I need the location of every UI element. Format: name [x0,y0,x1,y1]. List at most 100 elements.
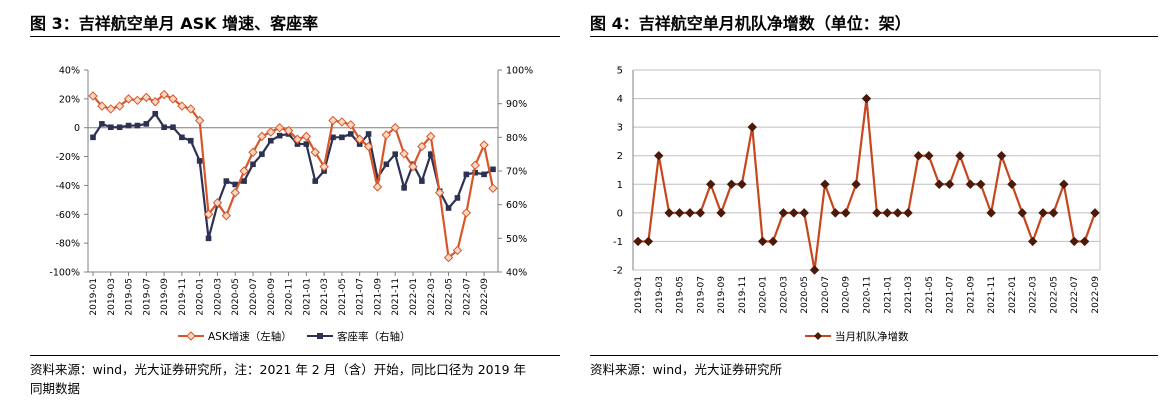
ask-point [168,94,178,104]
fleet-point [903,208,913,218]
x-tick-label: 2022-07 [1070,276,1080,314]
load-factor-point [152,110,159,117]
load-factor-point [392,151,399,157]
ask-point [319,161,329,172]
fleet-point [705,179,716,189]
ask-point [274,123,285,133]
source-note: 资料来源：wind，光大证券研究所 [590,360,782,379]
right-panel: 图 4：吉祥航空单月机队净增数（单位：架） 5 4 3 2 1 0 -1 -2 2019-01 2… [585,0,1164,403]
ask-point [452,245,463,256]
y-tick-label: 2 [617,151,623,162]
fleet-point [695,208,706,218]
y-left-tick-label: -20% [55,152,80,163]
ask-point [194,115,205,126]
load-factor-point [116,124,123,131]
legend-marker-load-factor [317,333,323,339]
fleet-point [913,151,924,161]
x-tick-label: 2019-09 [160,278,170,316]
y-right-tick-label: 70% [506,167,527,178]
load-factor-point [490,166,496,173]
ask-point [310,147,320,157]
fleet-net-additions-chart: 5 4 3 2 1 0 -1 -2 2019-01 2019-03 2019-05 2019-07 20… [613,66,1101,344]
y-right-tick-label: 90% [506,99,527,110]
ask-point [106,104,116,114]
x-tick-label: 2022-09 [480,278,490,316]
fleet-point [934,179,944,189]
fleet-point [799,208,809,218]
source-line-1: 资料来源：wind，光大证券研究所 [590,362,783,377]
fleet-point [861,93,872,104]
load-factor-point [454,195,461,201]
load-factor-point [445,205,452,211]
x-tick-label: 2020-05 [800,276,810,314]
load-factor-point [374,174,381,181]
x-tick-label: 2019-11 [738,276,748,314]
ask-point [186,104,196,114]
load-factor-point [339,134,345,141]
series-line-ask [92,93,495,260]
ask-point [97,101,107,111]
x-tick-label: 2021-01 [883,276,893,314]
fleet-point [737,179,747,189]
fleet-point [643,236,654,247]
fleet-point [830,208,841,218]
fleet-point [996,151,1007,161]
ask-point [390,123,400,133]
ask-point [266,127,276,137]
fleet-point [955,151,965,161]
x-tick-label: 2020-09 [267,278,277,316]
source-divider [30,355,560,356]
fleet-point [685,208,695,218]
x-tick-label: 2022-07 [462,278,472,316]
x-tick-label: 2020-03 [213,278,223,316]
fleet-point [726,179,737,189]
load-factor-point [99,121,105,127]
chart-title: 图 3：吉祥航空单月 ASK 增速、客座率 [30,14,319,33]
fleet-point [664,208,674,218]
fleet-point [976,179,986,189]
fleet-point [1027,236,1038,247]
y-left-tick-label: 40% [59,66,80,77]
ask-point [363,141,374,152]
x-tick-label: 2021-05 [925,276,935,314]
fleet-point [809,265,820,275]
fleet-point [872,208,882,218]
x-tick-label: 2019-03 [107,278,117,316]
ask-point [212,198,223,208]
fleet-point [778,208,789,218]
y-left-tick-label: -40% [55,181,80,192]
x-tick-label: 2022-05 [445,278,455,316]
ask-point [426,131,436,142]
ask-point [301,131,312,142]
load-factor-point [330,134,336,141]
source-line-1: 资料来源：wind，光大证券研究所，注：2021 年 2 月（含）开始，同比口径… [30,362,526,377]
y-right-tick-label: 50% [506,234,527,245]
ask-point [239,166,249,176]
load-factor-point [170,124,176,131]
load-factor-point [419,178,425,184]
x-tick-label: 2020-03 [779,276,789,314]
fleet-point [633,236,643,247]
load-factor-point [365,131,372,137]
load-factor-point [90,134,96,141]
load-factor-point [161,124,167,131]
ask-point [346,120,356,130]
ask-point [150,97,160,107]
fleet-point [674,208,685,218]
x-tick-label: 2021-11 [391,278,401,316]
source-line-2: 同期数据 [30,381,81,396]
fleet-point [882,208,892,218]
load-factor-point [250,161,256,168]
load-factor-point [356,141,363,147]
load-factor-point [223,178,230,184]
load-factor-point [347,131,354,137]
ask-point [399,148,409,159]
load-factor-point [276,132,283,139]
x-tick-label: 2020-01 [196,278,206,316]
x-tick-label: 2020-01 [759,276,769,314]
x-tick-label: 2020-05 [231,278,241,316]
y-left-tick-label: 0 [74,123,80,134]
x-tick-label: 2021-11 [987,276,997,314]
fleet-point [944,179,955,189]
x-tick-label: 2021-05 [338,278,348,316]
